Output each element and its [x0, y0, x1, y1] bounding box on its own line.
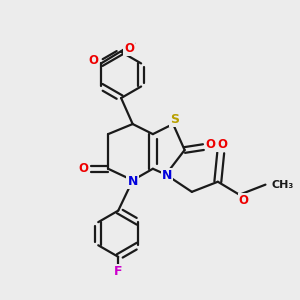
- Text: O: O: [206, 138, 216, 151]
- Text: N: N: [162, 169, 172, 182]
- Text: O: O: [239, 194, 249, 207]
- Text: N: N: [128, 175, 138, 188]
- Text: O: O: [217, 138, 227, 151]
- Text: S: S: [170, 113, 179, 126]
- Text: O: O: [88, 54, 98, 67]
- Text: O: O: [79, 162, 88, 175]
- Text: F: F: [114, 265, 122, 278]
- Text: O: O: [124, 43, 134, 56]
- Text: CH₃: CH₃: [272, 180, 294, 190]
